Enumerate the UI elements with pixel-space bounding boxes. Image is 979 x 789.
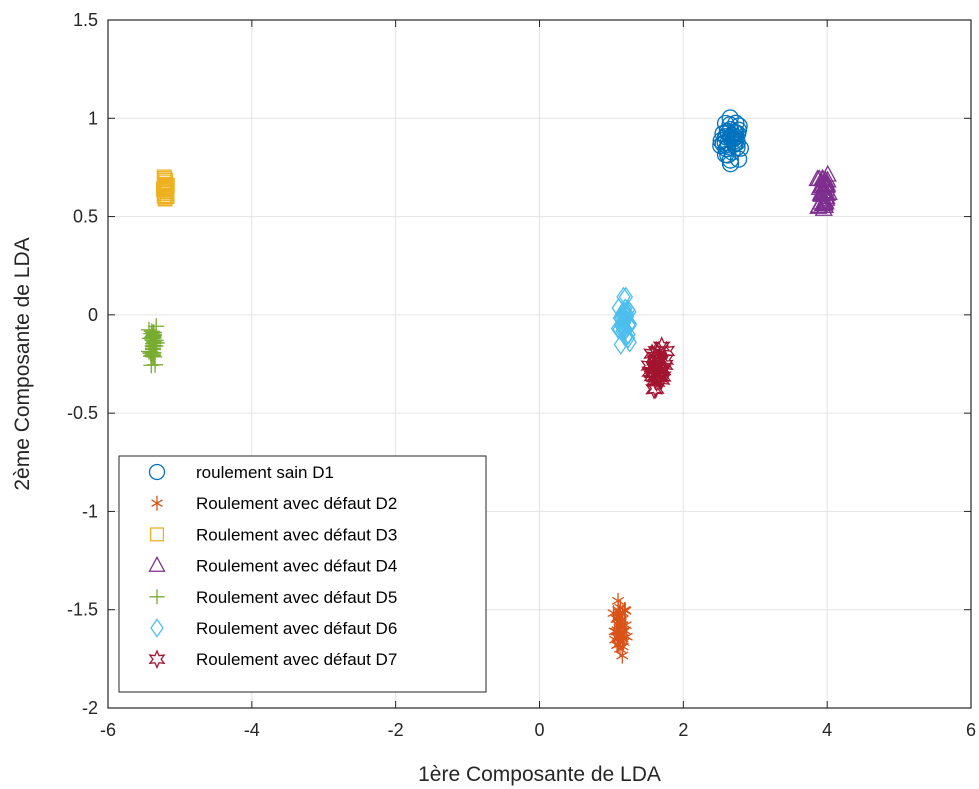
data-point (719, 137, 737, 156)
legend-label: Roulement avec défaut D4 (196, 557, 397, 576)
y-tick-label: -0.5 (67, 403, 98, 423)
y-tick-label: -2 (82, 698, 98, 718)
legend-box (118, 455, 487, 693)
data-point (716, 145, 735, 164)
legend-label: Roulement avec défaut D2 (196, 494, 397, 513)
data-point (731, 139, 749, 157)
data-point (148, 318, 165, 335)
data-point (145, 324, 162, 341)
y-tick-label: -1 (82, 501, 98, 521)
y-tick-label: 0 (88, 305, 98, 325)
data-point (726, 134, 744, 152)
axis-ticks: -6 -4 -2 0 2 4 6 -2 -1.5 -1 -0.5 0 0.5 1 1.5 (67, 10, 976, 740)
data-point (641, 361, 660, 383)
x-tick-label: -6 (100, 720, 116, 740)
x-tick-label: 0 (534, 720, 544, 740)
data-point (616, 301, 631, 323)
legend-marker (148, 555, 166, 572)
x-tick-label: 2 (678, 720, 688, 740)
x-tick-label: -4 (244, 720, 260, 740)
series-3 (156, 169, 175, 207)
y-tick-label: 0.5 (73, 207, 98, 227)
data-point (159, 178, 175, 194)
y-tick-label: -1.5 (67, 600, 98, 620)
y-axis-title: 2ème Composante de LDA (11, 237, 34, 490)
data-point (645, 378, 664, 400)
data-point (643, 343, 662, 365)
series-2 (607, 592, 633, 664)
data-point (143, 357, 160, 374)
data-point (620, 327, 636, 349)
data-point (716, 114, 735, 133)
series-6 (610, 286, 637, 355)
data-point (620, 628, 633, 645)
legend-label: Roulement avec défaut D3 (196, 525, 397, 544)
data-point (613, 334, 628, 355)
x-tick-label: -2 (388, 720, 404, 740)
x-tick-label: 4 (822, 720, 832, 740)
legend-marker (149, 527, 165, 542)
data-point (721, 151, 739, 169)
x-tick-label: 6 (966, 720, 976, 740)
series-7 (640, 336, 676, 400)
data-point (729, 150, 748, 168)
data-point (156, 188, 172, 204)
y-tick-label: 1 (88, 108, 98, 128)
legend-marker (149, 589, 165, 605)
x-axis-title: 1ère Composante de LDA (418, 763, 661, 786)
grid-lines (108, 20, 971, 708)
legend: roulement sain D1 Roulement avec défaut D… (118, 455, 487, 693)
legend-label: Roulement avec défaut D6 (196, 619, 397, 638)
data-point (812, 192, 831, 210)
data-point (613, 604, 626, 621)
data-point (814, 199, 833, 216)
data-point (817, 176, 836, 194)
legend-label: roulement sain D1 (196, 463, 334, 482)
data-point (653, 359, 672, 381)
data-point (144, 348, 161, 365)
data-point (159, 189, 175, 205)
data-points (140, 109, 838, 664)
y-tick-label: 1.5 (73, 10, 98, 30)
data-point (142, 345, 159, 362)
data-point (612, 601, 625, 618)
series-4 (808, 164, 838, 216)
data-point (652, 336, 671, 357)
data-point (622, 313, 637, 335)
legend-label: Roulement avec défaut D5 (196, 588, 397, 607)
legend-marker (151, 495, 163, 511)
legend-label: Roulement avec défaut D7 (196, 650, 397, 669)
legend-marker (150, 618, 164, 638)
series-1 (712, 109, 749, 173)
data-point (610, 318, 626, 339)
data-point (712, 132, 730, 150)
legend-marker (148, 463, 166, 481)
data-point (616, 318, 631, 340)
legend-marker (148, 649, 166, 670)
data-point (616, 310, 631, 331)
series-5 (140, 318, 165, 374)
data-point (610, 623, 623, 640)
